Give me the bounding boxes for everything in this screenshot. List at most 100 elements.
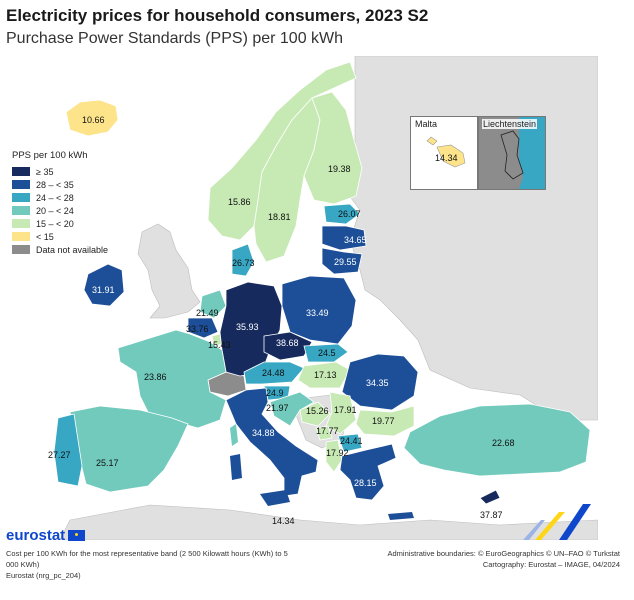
- country-ireland: [83, 263, 125, 307]
- legend-label: Data not available: [36, 244, 109, 255]
- label-ireland: 31.91: [92, 285, 115, 295]
- land-uk: [137, 223, 201, 319]
- label-france: 23.86: [144, 372, 167, 382]
- label-germany: 35.93: [236, 322, 259, 332]
- country-portugal: [53, 413, 83, 487]
- legend-label: 24 – < 28: [36, 192, 74, 203]
- label-spain: 25.17: [96, 458, 119, 468]
- legend-label: 20 – < 24: [36, 205, 74, 216]
- legend-swatch: [12, 245, 30, 254]
- label-slovenia: 24.9: [266, 388, 284, 398]
- malta-island: [436, 144, 466, 168]
- label-malta: 14.34: [435, 153, 458, 163]
- liechtenstein-shape: [500, 130, 524, 180]
- label-hungary: 17.13: [314, 370, 337, 380]
- country-denmark: [231, 243, 255, 277]
- legend-swatch: [12, 180, 30, 189]
- malta-inset: Malta 14.34: [410, 116, 478, 190]
- legend-label: 28 – < 35: [36, 179, 74, 190]
- legend-item: < 15: [12, 230, 108, 243]
- legend: PPS per 100 kWh ≥ 35 28 – < 35 24 – < 28…: [12, 150, 108, 256]
- island-sicily: [260, 490, 290, 506]
- map-title: Electricity prices for household consume…: [6, 6, 429, 25]
- eurostat-corner-mark-icon: [523, 504, 591, 540]
- label-montenegro: 17.77: [316, 426, 339, 436]
- country-poland: [281, 275, 357, 345]
- footer-note-line2: 000 KWh): [6, 560, 40, 569]
- label-bulgaria: 19.77: [372, 416, 395, 426]
- label-netherlands: 21.49: [196, 308, 219, 318]
- label-cyprus: 37.87: [480, 510, 503, 520]
- island-crete: [388, 512, 414, 520]
- country-czechia: [263, 331, 313, 361]
- malta-inset-title: Malta: [414, 119, 439, 129]
- legend-swatch: [12, 206, 30, 215]
- country-cyprus: [479, 489, 501, 505]
- country-turkey: [403, 403, 591, 477]
- label-poland: 33.49: [306, 308, 329, 318]
- country-estonia: [323, 203, 361, 225]
- legend-item: ≥ 35: [12, 165, 108, 178]
- label-czechia: 38.68: [276, 338, 299, 348]
- legend-item: Data not available: [12, 243, 108, 256]
- country-belgium: [187, 317, 219, 339]
- label-sweden: 18.81: [268, 212, 291, 222]
- country-montenegro: [315, 425, 333, 441]
- island-sardinia: [230, 454, 242, 480]
- label-denmark: 26.73: [232, 258, 255, 268]
- label-iceland: 10.66: [82, 115, 105, 125]
- liechtenstein-inset: Liechtenstein: [478, 116, 546, 190]
- eurostat-logo: eurostat: [6, 527, 86, 544]
- country-bosnia: [299, 401, 331, 427]
- label-romania: 34.35: [366, 378, 389, 388]
- malta-gozo: [426, 136, 438, 146]
- liechtenstein-inset-map: [479, 117, 545, 189]
- legend-label: ≥ 35: [36, 166, 54, 177]
- country-italy: [225, 387, 319, 497]
- label-portugal: 27.27: [48, 450, 71, 460]
- legend-label: 15 – < 20: [36, 218, 74, 229]
- label-finland: 19.38: [328, 164, 351, 174]
- country-slovakia: [303, 343, 349, 363]
- eu-flag-icon: [68, 530, 86, 541]
- malta-inset-map: 14.34: [426, 136, 466, 168]
- country-france: [117, 329, 227, 429]
- label-italy: 34.88: [252, 428, 275, 438]
- country-austria: [243, 361, 305, 385]
- legend-item: 15 – < 20: [12, 217, 108, 230]
- label-slovakia: 24.5: [318, 348, 336, 358]
- label-bosnia: 15.26: [306, 406, 329, 416]
- country-albania: [325, 439, 343, 473]
- country-hungary: [297, 361, 351, 389]
- country-serbia: [325, 391, 357, 435]
- legend-swatch: [12, 232, 30, 241]
- country-iceland: [65, 99, 119, 137]
- label-luxembourg: 15.43: [208, 340, 231, 350]
- legend-item: 24 – < 28: [12, 191, 108, 204]
- island-corsica: [230, 424, 238, 446]
- label-croatia: 21.97: [266, 403, 289, 413]
- map-subtitle: Purchase Power Standards (PPS) per 100 k…: [6, 30, 344, 47]
- label-north-macedonia: 24.41: [340, 436, 363, 446]
- legend-item: 20 – < 24: [12, 204, 108, 217]
- country-sweden: [253, 97, 321, 263]
- country-north-macedonia: [337, 433, 363, 453]
- country-bulgaria: [355, 405, 415, 437]
- label-norway: 15.86: [228, 197, 251, 207]
- label-malta-main: 14.34: [272, 516, 295, 526]
- country-greece: [339, 443, 397, 501]
- legend-title: PPS per 100 kWh: [12, 150, 88, 161]
- footer-note-line1: Cost per 100 KWh for the most representa…: [6, 549, 288, 558]
- footer-admin: Administrative boundaries: © EuroGeograp…: [387, 549, 620, 558]
- country-latvia: [321, 225, 367, 251]
- legend-label: < 15: [36, 231, 54, 242]
- label-estonia: 26.07: [338, 209, 361, 219]
- footer-notes: Cost per 100 KWh for the most representa…: [6, 548, 316, 581]
- land-africa: [59, 504, 598, 540]
- country-finland: [303, 91, 363, 205]
- label-serbia: 17.91: [334, 405, 357, 415]
- label-lithuania: 29.55: [334, 257, 357, 267]
- label-turkey: 22.68: [492, 438, 515, 448]
- eurostat-logo-text: eurostat: [6, 527, 66, 544]
- label-belgium: 33.76: [186, 324, 209, 334]
